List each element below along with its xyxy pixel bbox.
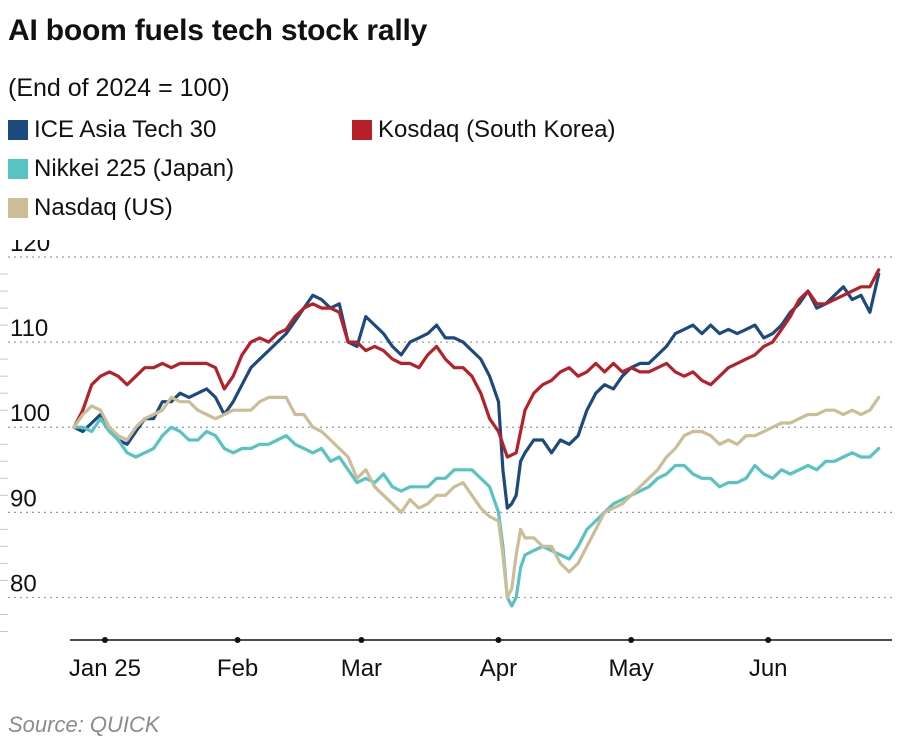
- x-tick: [358, 637, 365, 643]
- x-tick-label: Feb: [217, 655, 258, 682]
- x-tick: [495, 637, 502, 643]
- series-line-2: [72, 417, 881, 608]
- series-line-3: [72, 395, 881, 599]
- legend-swatch: [8, 159, 28, 179]
- x-tick: [234, 637, 241, 643]
- legend: ICE Asia Tech 30 Kosdaq (South Korea) Ni…: [8, 116, 888, 234]
- series-line-0: [72, 272, 881, 510]
- y-tick-label: 120: [10, 240, 50, 257]
- y-tick-label: 100: [10, 400, 50, 427]
- x-tick-label: Apr: [480, 655, 517, 682]
- x-tick-label: May: [608, 655, 653, 682]
- legend-label: Nasdaq (US): [34, 194, 173, 221]
- line-chart: 80 90 100 110 120 Jan 25 Feb Mar Apr May Jun: [0, 240, 892, 682]
- x-tick-label: Jan 25: [69, 655, 141, 682]
- legend-swatch: [352, 120, 372, 140]
- chart-subtitle: (End of 2024 = 100): [8, 74, 230, 102]
- y-tick-label: 90: [10, 485, 37, 512]
- chart-title: AI boom fuels tech stock rally: [8, 14, 428, 47]
- legend-item-ice-asia-tech-30: ICE Asia Tech 30: [8, 116, 216, 144]
- legend-item-kosdaq: Kosdaq (South Korea): [352, 116, 615, 144]
- legend-label: Kosdaq (South Korea): [378, 116, 616, 143]
- y-tick-label: 110: [10, 315, 48, 342]
- x-tick: [101, 637, 108, 643]
- legend-item-nikkei-225: Nikkei 225 (Japan): [8, 155, 234, 183]
- legend-label: Nikkei 225 (Japan): [34, 155, 235, 182]
- x-tick-label: Mar: [341, 655, 382, 682]
- legend-item-nasdaq: Nasdaq (US): [8, 194, 173, 222]
- series-line-1: [72, 268, 881, 459]
- legend-swatch: [8, 198, 28, 218]
- legend-label: ICE Asia Tech 30: [34, 116, 217, 143]
- source-note: Source: QUICK: [8, 712, 160, 737]
- y-tick-label: 80: [10, 570, 37, 597]
- x-tick: [628, 637, 635, 643]
- x-tick-label: Jun: [749, 655, 788, 682]
- x-tick: [765, 637, 772, 643]
- legend-swatch: [8, 120, 28, 140]
